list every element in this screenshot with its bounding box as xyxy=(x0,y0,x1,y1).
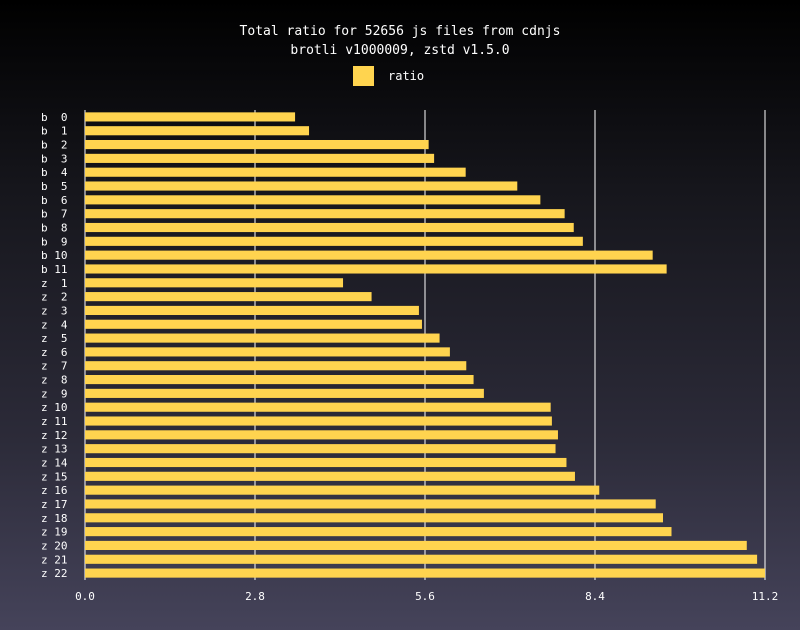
y-tick-label: z 15 xyxy=(41,470,68,483)
x-tick-label: 5.6 xyxy=(415,590,435,603)
bar xyxy=(85,153,435,163)
bar xyxy=(85,568,765,578)
x-tick-label: 11.2 xyxy=(752,590,779,603)
y-tick-label: b 4 xyxy=(41,166,68,179)
bar xyxy=(85,319,422,329)
bar xyxy=(85,126,310,136)
bar xyxy=(85,167,466,177)
y-tick-label: z 13 xyxy=(41,443,68,456)
y-tick-label: z 19 xyxy=(41,526,68,539)
y-tick-label: z 11 xyxy=(41,415,68,428)
y-tick-label: b 1 xyxy=(41,125,68,138)
chart-title: Total ratio for 52656 js files from cdnj… xyxy=(240,24,561,39)
bar xyxy=(85,540,747,551)
x-tick-label: 2.8 xyxy=(245,590,265,603)
legend: ratio xyxy=(353,66,424,86)
bar xyxy=(85,292,372,302)
y-tick-label: b 2 xyxy=(41,139,68,152)
y-tick-label: b 0 xyxy=(41,111,68,124)
y-tick-label: z 6 xyxy=(41,346,68,359)
bar xyxy=(85,264,667,274)
bar xyxy=(85,195,541,205)
y-tick-label: z 1 xyxy=(41,277,68,290)
x-tick-label: 0.0 xyxy=(75,590,95,603)
bar xyxy=(85,402,551,412)
legend-label: ratio xyxy=(388,69,424,83)
y-axis-labels: b 0b 1b 2b 3b 4b 5b 6b 7b 8b 9b 10b 11z … xyxy=(41,111,68,580)
y-tick-label: z 3 xyxy=(41,304,68,317)
bar xyxy=(85,444,556,454)
y-tick-label: z 5 xyxy=(41,332,68,345)
y-tick-label: b 5 xyxy=(41,180,68,193)
y-tick-label: z 2 xyxy=(41,291,68,304)
y-tick-label: b 6 xyxy=(41,194,68,207)
bar xyxy=(85,374,474,385)
bar xyxy=(85,250,653,260)
y-tick-label: z 16 xyxy=(41,484,68,497)
chart-subtitle: brotli v1000009, zstd v1.5.0 xyxy=(290,43,509,58)
bar xyxy=(85,361,467,371)
bar xyxy=(85,554,758,564)
x-axis-ticks: 0.0 2.8 5.6 8.4 11.2 xyxy=(75,590,778,603)
bar xyxy=(85,209,565,219)
y-tick-label: z 12 xyxy=(41,429,68,442)
bar xyxy=(85,278,344,288)
bar xyxy=(85,112,296,122)
legend-swatch xyxy=(353,66,374,86)
y-tick-label: z 8 xyxy=(41,374,68,387)
bar xyxy=(85,430,558,440)
y-tick-label: z 9 xyxy=(41,387,68,400)
y-tick-label: z 21 xyxy=(41,553,68,566)
y-tick-label: z 4 xyxy=(41,318,68,331)
bar xyxy=(85,485,600,495)
bar xyxy=(85,181,518,191)
y-tick-label: z 14 xyxy=(41,457,68,470)
y-tick-label: z 22 xyxy=(41,567,68,580)
bar xyxy=(85,499,656,509)
grid xyxy=(84,110,766,580)
bar xyxy=(85,513,663,523)
y-tick-label: b 11 xyxy=(41,263,68,276)
bar xyxy=(85,527,672,537)
bars xyxy=(85,112,765,578)
y-tick-label: b 7 xyxy=(41,208,68,221)
bar xyxy=(85,471,575,481)
y-tick-label: b 3 xyxy=(41,152,68,165)
bar xyxy=(85,416,552,426)
bar xyxy=(85,333,440,343)
bar xyxy=(85,388,484,398)
y-tick-label: b 8 xyxy=(41,222,68,235)
bar xyxy=(85,347,450,357)
bar xyxy=(85,236,583,246)
y-tick-label: z 18 xyxy=(41,512,68,525)
bar xyxy=(85,457,567,468)
y-tick-label: b 9 xyxy=(41,235,68,248)
x-tick-label: 8.4 xyxy=(585,590,605,603)
bar xyxy=(85,222,574,233)
y-tick-label: b 10 xyxy=(41,249,68,262)
bar xyxy=(85,305,419,316)
y-tick-label: z 17 xyxy=(41,498,68,511)
y-tick-label: z 10 xyxy=(41,401,68,414)
y-tick-label: z 7 xyxy=(41,360,68,373)
y-tick-label: z 20 xyxy=(41,539,68,552)
bar xyxy=(85,139,429,150)
